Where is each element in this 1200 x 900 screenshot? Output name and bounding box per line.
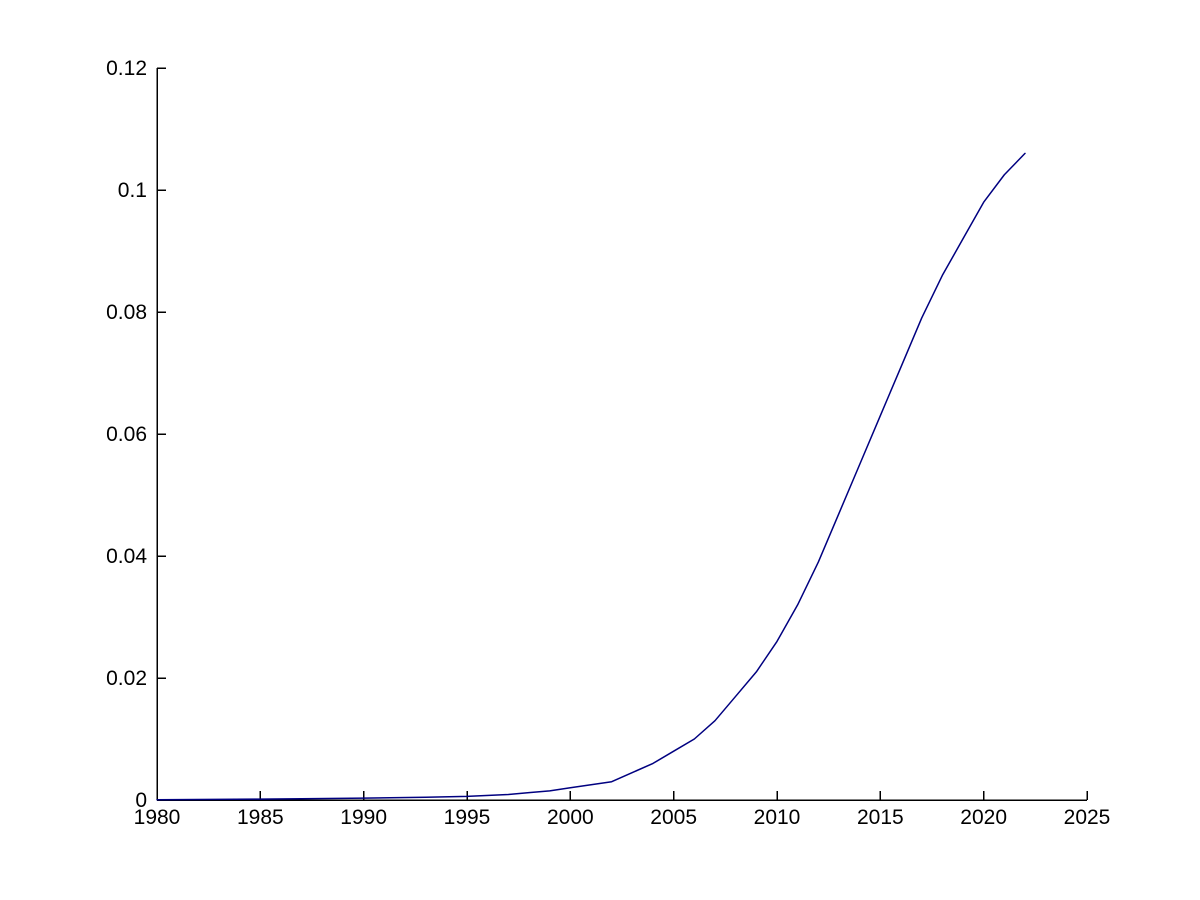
y-tick-label: 0.02 xyxy=(106,667,147,690)
data-line xyxy=(156,152,1026,801)
x-tick-label: 2005 xyxy=(650,806,697,829)
x-tick-label: 2025 xyxy=(1064,806,1111,829)
y-tick-label: 0.08 xyxy=(106,301,147,324)
y-tick-label: 0 xyxy=(135,789,147,812)
y-tick-label: 0.06 xyxy=(106,423,147,446)
x-tick-label: 1985 xyxy=(237,806,284,829)
x-tick-label: 1995 xyxy=(444,806,491,829)
y-tick-label: 0.04 xyxy=(106,545,147,568)
y-tick-label: 0.1 xyxy=(118,179,147,202)
x-tick-label: 1980 xyxy=(134,806,181,829)
x-tick-label: 2020 xyxy=(960,806,1007,829)
y-tick-label: 0.12 xyxy=(106,57,147,80)
x-tick-label: 2015 xyxy=(857,806,904,829)
x-tick-label: 1990 xyxy=(340,806,387,829)
x-tick-label: 2010 xyxy=(754,806,801,829)
x-tick-label: 2000 xyxy=(547,806,594,829)
